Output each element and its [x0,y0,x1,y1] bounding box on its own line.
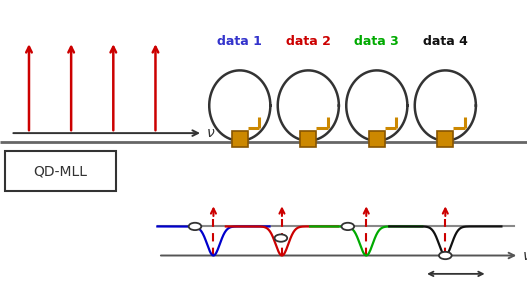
Text: data 1: data 1 [217,35,262,48]
Circle shape [275,234,287,242]
Circle shape [439,252,452,259]
Circle shape [189,223,201,230]
Text: data 2: data 2 [286,35,331,48]
Circle shape [341,223,354,230]
Text: $\nu$: $\nu$ [522,249,527,263]
Text: data 3: data 3 [355,35,399,48]
Text: $\nu$: $\nu$ [206,126,215,140]
Text: $\Delta\nu_{\rm MLL}$: $\Delta\nu_{\rm MLL}$ [55,167,87,182]
Bar [437,131,453,147]
Bar [369,131,385,147]
Bar [300,131,316,147]
Bar [5,151,116,191]
Text: data 4: data 4 [423,35,468,48]
Text: QD-MLL: QD-MLL [34,164,87,178]
Bar [232,131,248,147]
